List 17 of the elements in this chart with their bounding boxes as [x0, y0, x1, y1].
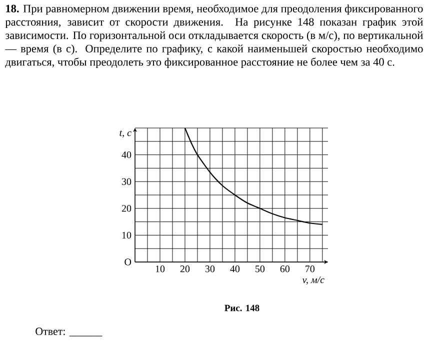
- x-tick-label: 10: [156, 266, 165, 272]
- x-tick-label: 20: [180, 266, 190, 272]
- x-tick-label: 30: [205, 266, 215, 272]
- y-tick-label: 20: [122, 205, 132, 212]
- x-tick-label: 40: [230, 266, 240, 272]
- y-tick-label: 30: [122, 178, 132, 185]
- chart-title: 18. При равномерном движении время, необходимое для преодоления фиксированного расстояния, зависит от скорости движения. На рисунке 148 показан график этой зависимости. По горизонтальной оси откладывается скорость (в м/с), по вертикальной — время (в с). Определите по графику, с какой наименьшей скоростью необходимо двигаться, чтобы преодолеть это фиксированное расстояние не более чем за 40 с.: [5, 4, 423, 68]
- x-axis-title: v, м/с: [302, 276, 324, 285]
- x-tick-label: 60: [280, 266, 290, 272]
- y-tick-label: 10: [122, 232, 132, 239]
- x-tick-label: 70: [306, 266, 314, 272]
- y-axis-title: t, с: [120, 130, 132, 138]
- text: Ответ: ______: [36, 328, 102, 336]
- x-tick-label: 50: [256, 266, 265, 272]
- y-tick-label: O: [124, 258, 132, 266]
- text: Рис. 148: [224, 304, 260, 312]
- y-tick-label: 40: [122, 151, 132, 158]
